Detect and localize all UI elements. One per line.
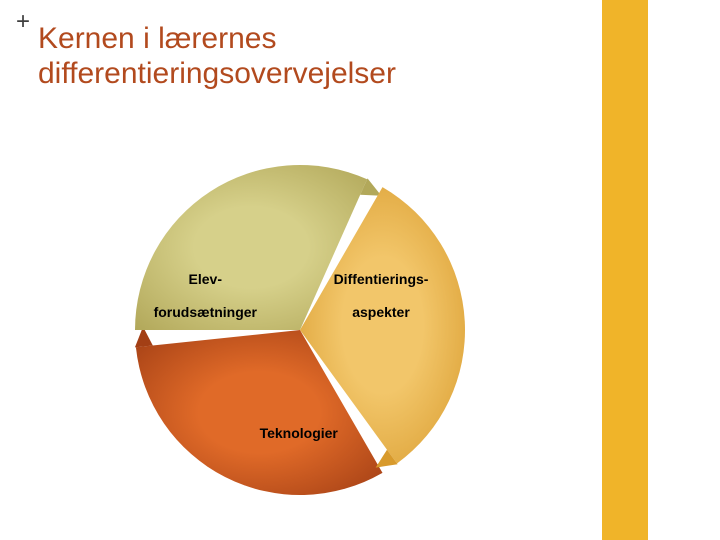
page-title: Kernen i lærernes differentieringsoverve… [38,22,396,91]
slide: + Kernen i lærernes differentieringsover… [0,0,720,540]
segment-label-tekno-l1: Teknologier [260,425,338,441]
title-line2: differentieringsovervejelser [38,57,396,90]
accent-sidebar [602,0,648,540]
title-line1: Kernen i lærernes [38,22,276,55]
segment-label-diff: Diffentierings- aspekter [318,254,428,338]
segment-label-diff-l2: aspekter [352,304,410,320]
segment-label-elev-l1: Elev- [189,271,222,287]
plus-decor: + [16,8,30,36]
segment-label-elev-l2: forudsætninger [154,304,257,320]
segment-label-tekno: Teknologier [244,408,338,492]
segment-label-diff-l1: Diffentierings- [334,271,429,287]
segment-label-elev: Elev- forudsætninger [138,254,257,338]
